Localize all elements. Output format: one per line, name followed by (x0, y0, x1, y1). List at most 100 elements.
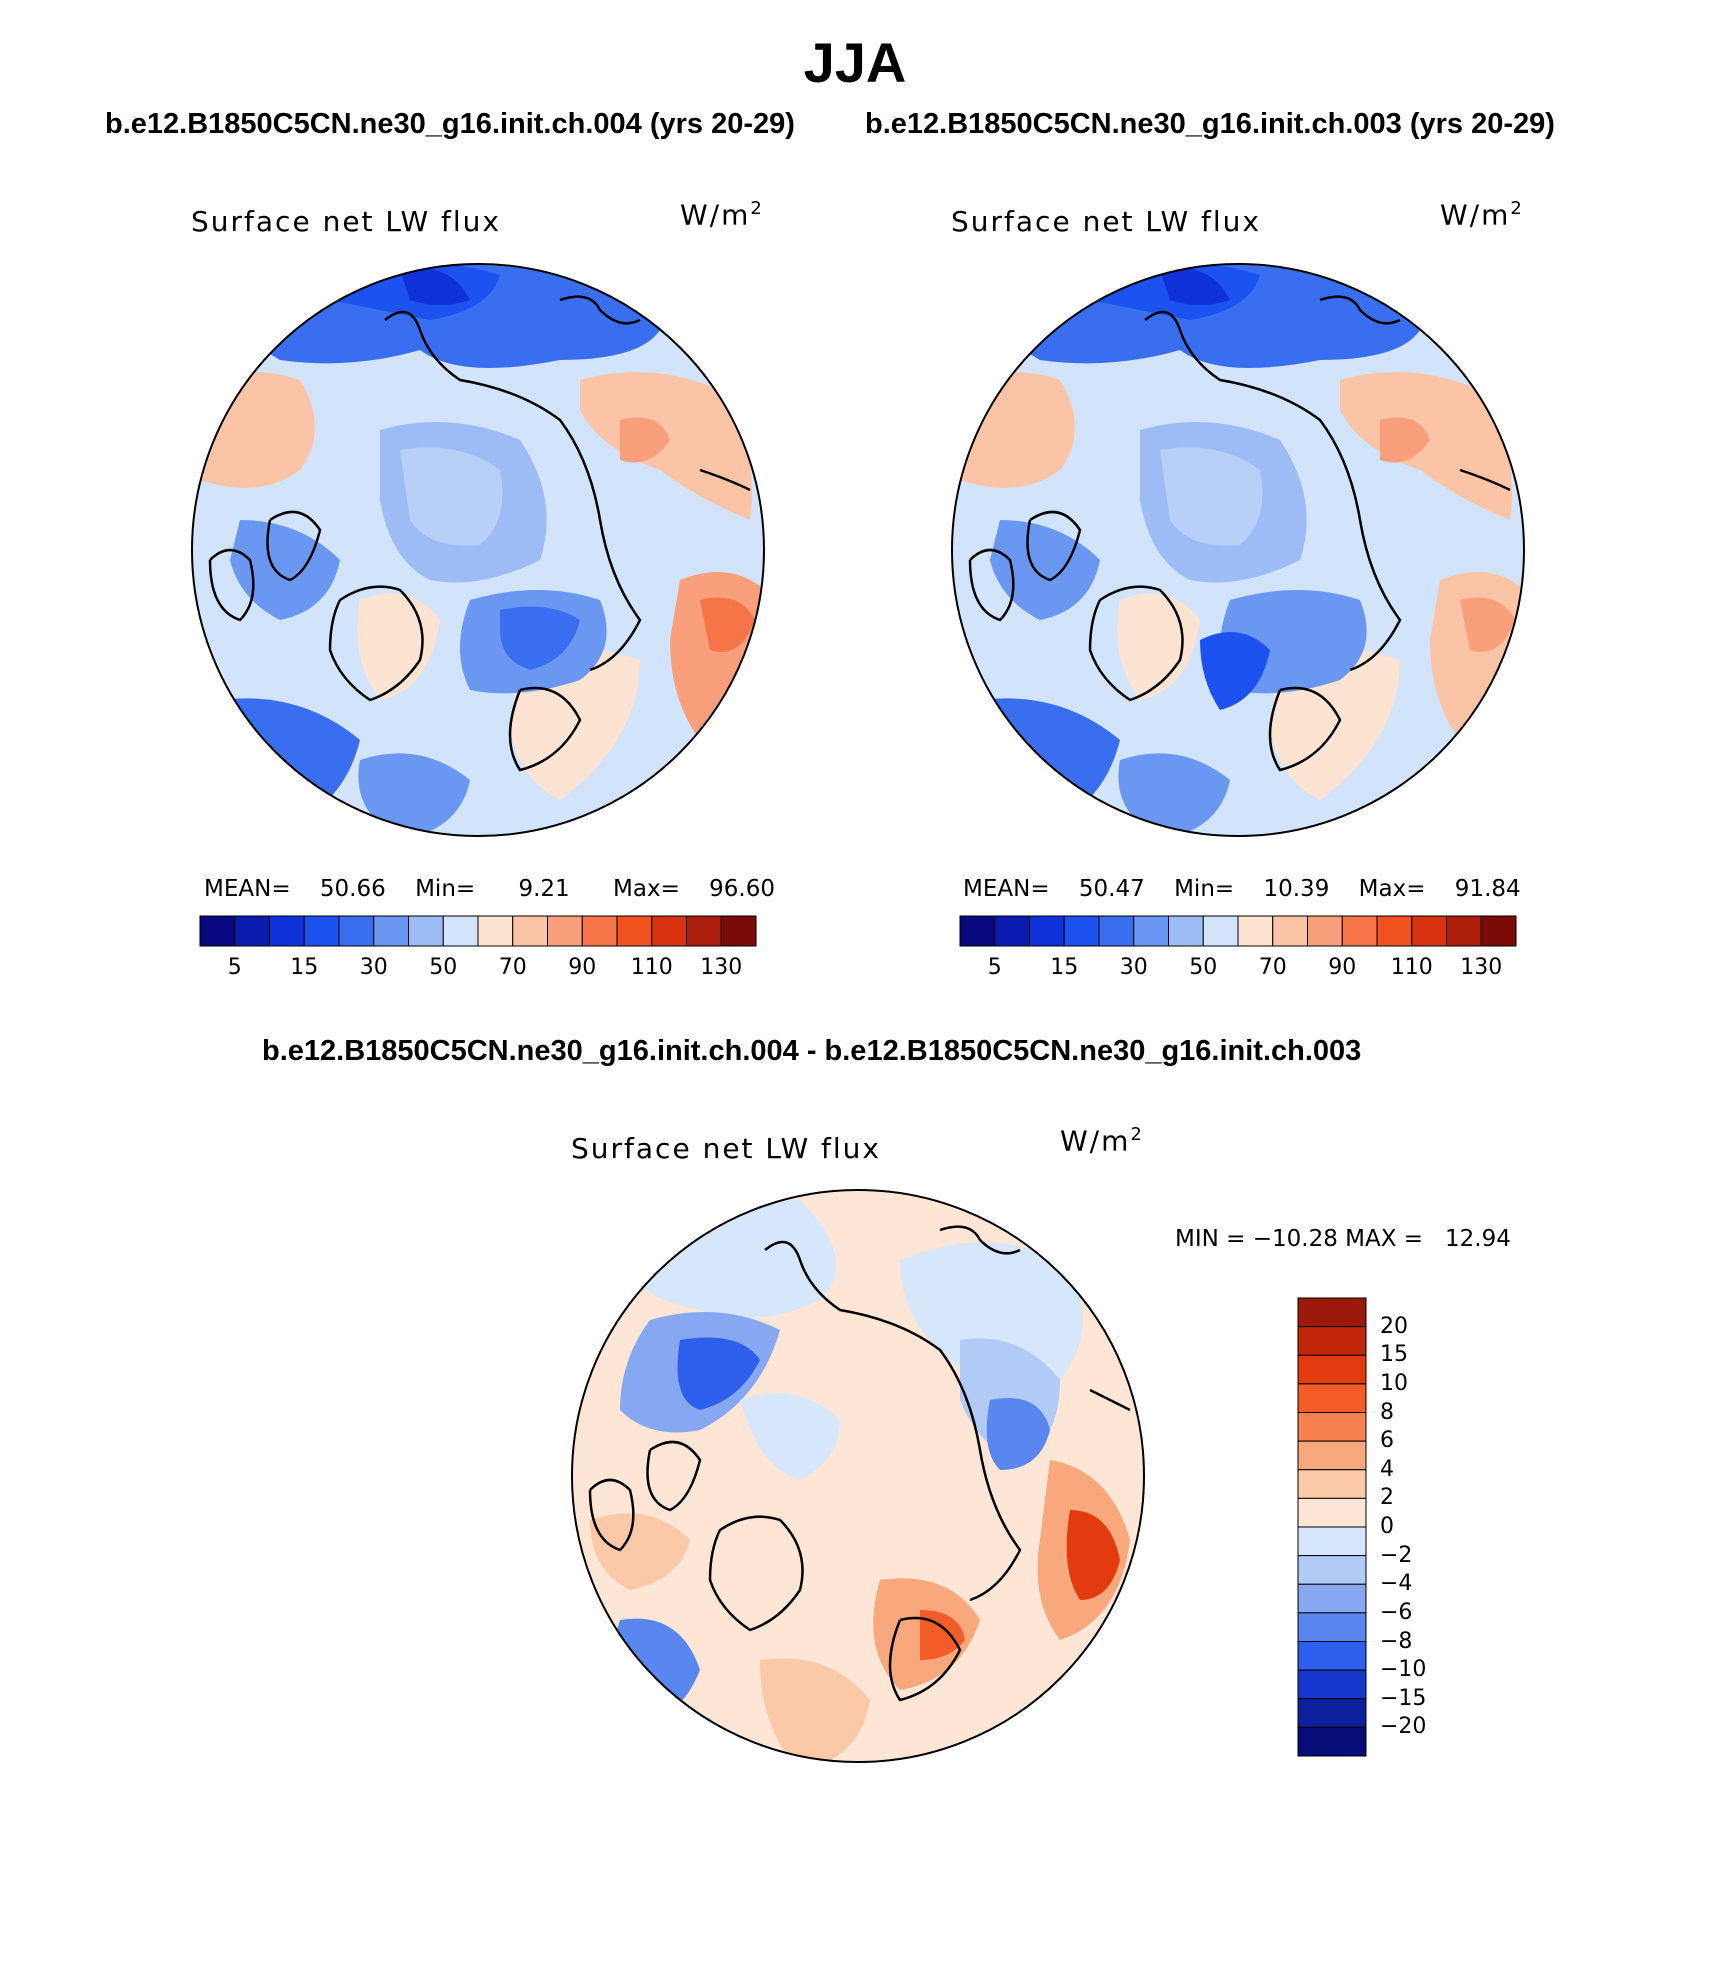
figure-title: JJA (803, 31, 907, 94)
diff-subtitle: b.e12.B1850C5CN.ne30_g16.init.ch.004 - b… (262, 1035, 1362, 1067)
colorbar-swatch (616, 915, 653, 947)
colorbar-tick-label: 50 (429, 955, 458, 980)
diff-colorbar-swatch (1297, 1698, 1367, 1728)
diff-units: W/m2 (1060, 1124, 1144, 1158)
panel1-mean-value: 50.66 (319, 876, 386, 902)
colorbar-tick-label: 110 (1390, 955, 1433, 980)
diff-colorbar-tick-label: 4 (1380, 1456, 1394, 1482)
diff-colorbar-swatch (1297, 1641, 1367, 1671)
diff-variable-label: Surface net LW flux (571, 1132, 881, 1165)
diff-colorbar-swatch (1297, 1526, 1367, 1557)
colorbar-swatch (442, 915, 479, 947)
panel2-variable-label: Surface net LW flux (951, 205, 1261, 238)
diff-colorbar-tick-label: 10 (1380, 1370, 1408, 1396)
diff-colorbar-swatch (1297, 1326, 1367, 1356)
colorbar-swatch (959, 915, 996, 947)
colorbar-swatch (1168, 915, 1204, 947)
diff-contour-field (572, 1190, 1144, 1762)
diff-minmax: MIN = −10.28 MAX = 12.94 (1175, 1226, 1511, 1252)
colorbar-tick-label: 5 (987, 955, 1002, 980)
colorbar-swatch (1411, 915, 1447, 947)
colorbar-swatch (408, 915, 444, 947)
diff-colorbar-swatch (1297, 1469, 1367, 1499)
diff-colorbar-swatch (1297, 1555, 1367, 1585)
panel1-coastlines (208, 295, 751, 772)
panel2-colorbar-ticks: 5 15 30 50 70 90 110 130 (960, 955, 1516, 985)
colorbar-swatch (477, 915, 514, 947)
colorbar-swatch (1063, 915, 1100, 947)
colorbar-swatch (686, 915, 722, 947)
colorbar-tick-label: 110 (630, 955, 673, 980)
diff-colorbar-ticks: 20 15 10 8 6 4 2 0 −2 −4 −6 −8 −10 −15 −20 (1380, 1298, 1460, 1756)
colorbar-tick-label: 30 (359, 955, 388, 980)
diff-colorbar-tick-label: 6 (1380, 1428, 1394, 1454)
colorbar-swatch (1341, 915, 1378, 947)
colorbar-tick-label: 50 (1189, 955, 1218, 980)
colorbar-tick-label: 30 (1119, 955, 1148, 980)
colorbar-tick-label: 130 (700, 955, 743, 980)
panel2-min-value: 10.39 (1263, 876, 1330, 902)
diff-colorbar-tick-label: 2 (1380, 1485, 1394, 1511)
panel1-colorbar-ticks: 5 15 30 50 70 90 110 130 (200, 955, 756, 985)
panel1-colorbar (199, 915, 757, 947)
panel2-stats: MEAN= 50.47 Min= 10.39 Max= 91.84 (963, 876, 1521, 902)
colorbar-tick-label: 5 (227, 955, 242, 980)
panel2-mean-label: MEAN= (963, 876, 1050, 902)
panel1-max-value: 96.60 (709, 876, 776, 902)
diff-colorbar-swatch (1297, 1354, 1367, 1385)
subtitle-right-case: b.e12.B1850C5CN.ne30_g16.init.ch.003 (yr… (865, 108, 1555, 140)
diff-colorbar-swatch (1297, 1440, 1367, 1471)
panel1-variable-label: Surface net LW flux (191, 205, 501, 238)
panel2-units: W/m2 (1440, 198, 1524, 232)
colorbar-swatch (373, 915, 409, 947)
panel1-units: W/m2 (680, 198, 764, 232)
colorbar-swatch (651, 915, 687, 947)
colorbar-tick-label: 130 (1460, 955, 1503, 980)
colorbar-swatch (1029, 915, 1065, 947)
subtitle-left-case: b.e12.B1850C5CN.ne30_g16.init.ch.004 (yr… (105, 108, 795, 140)
panel1-min-label: Min= (415, 876, 476, 902)
panel1-contour-field (192, 264, 764, 836)
diff-colorbar-swatch (1297, 1726, 1367, 1757)
colorbar-tick-label: 15 (290, 955, 319, 980)
diff-colorbar-tick-label: −10 (1380, 1657, 1427, 1683)
panel2-max-label: Max= (1358, 876, 1426, 902)
diff-colorbar-swatch (1297, 1612, 1367, 1642)
colorbar-swatch (338, 915, 375, 947)
diff-colorbar-tick-label: −15 (1380, 1685, 1427, 1711)
colorbar-swatch (1446, 915, 1482, 947)
diff-colorbar (1297, 1297, 1367, 1757)
colorbar-tick-label: 90 (568, 955, 597, 980)
panel2-max-value: 91.84 (1454, 876, 1521, 902)
colorbar-swatch (547, 915, 583, 947)
colorbar-tick-label: 70 (1258, 955, 1287, 980)
panel2-min-label: Min= (1174, 876, 1235, 902)
diff-colorbar-tick-label: −6 (1380, 1599, 1413, 1625)
diff-colorbar-swatch (1297, 1497, 1367, 1528)
diff-colorbar-swatch (1297, 1383, 1367, 1413)
colorbar-tick-label: 70 (498, 955, 527, 980)
diff-colorbar-swatch (1297, 1412, 1367, 1442)
panel1-stats: MEAN= 50.66 Min= 9.21 Max= 96.60 (204, 876, 775, 902)
panel1-max-label: Max= (613, 876, 680, 902)
panel1-mean-label: MEAN= (204, 876, 291, 902)
colorbar-swatch (994, 915, 1030, 947)
diff-colorbar-tick-label: 0 (1380, 1514, 1394, 1539)
panel2-mean-value: 50.47 (1078, 876, 1145, 902)
diff-colorbar-tick-label: −2 (1380, 1542, 1413, 1568)
colorbar-swatch (1237, 915, 1274, 947)
diff-colorbar-tick-label: −8 (1380, 1628, 1413, 1654)
diff-colorbar-tick-label: 15 (1380, 1342, 1408, 1368)
diff-colorbar-tick-label: 20 (1380, 1313, 1408, 1339)
diff-colorbar-tick-label: −20 (1380, 1714, 1427, 1740)
diff-colorbar-swatch (1297, 1669, 1367, 1700)
diff-colorbar-tick-label: −4 (1380, 1571, 1413, 1597)
diff-colorbar-swatch (1297, 1583, 1367, 1614)
panel2-colorbar (959, 915, 1517, 947)
colorbar-swatch (1480, 915, 1517, 947)
colorbar-swatch (720, 915, 757, 947)
panel1-min-value: 9.21 (518, 876, 570, 902)
